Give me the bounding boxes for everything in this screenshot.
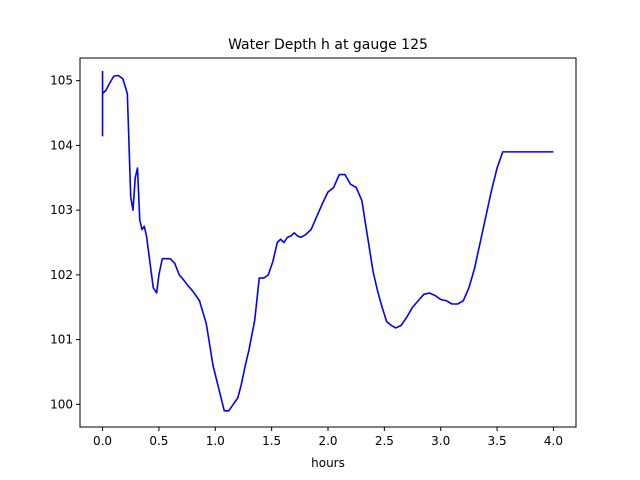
y-tick-label: 101 — [50, 333, 73, 347]
y-tick-label: 103 — [50, 203, 73, 217]
series-line-0 — [101, 70, 554, 412]
x-tick-label: 1.5 — [262, 434, 281, 448]
x-tick-label: 2.5 — [375, 434, 394, 448]
y-tick-label: 102 — [50, 268, 73, 282]
y-axis: 100 101 102 103 104 105 — [50, 74, 80, 411]
y-tick-label: 104 — [50, 138, 73, 152]
x-tick-label: 3.0 — [431, 434, 450, 448]
x-tick-label: 2.0 — [318, 434, 337, 448]
x-tick-label: 0.0 — [93, 434, 112, 448]
y-tick-label: 105 — [50, 74, 73, 88]
x-tick-label: 3.5 — [488, 434, 507, 448]
x-tick-label: 4.0 — [544, 434, 563, 448]
y-tick-label: 100 — [50, 397, 73, 411]
chart-title: Water Depth h at gauge 125 — [228, 37, 428, 53]
x-axis-label: hours — [311, 456, 345, 470]
x-tick-label: 1.0 — [206, 434, 225, 448]
series-layer — [101, 70, 554, 412]
x-tick-label: 0.5 — [149, 434, 168, 448]
x-axis: 0.0 0.5 1.0 1.5 2.0 2.5 3.0 3.5 4.0 — [93, 427, 563, 448]
plot-area-frame — [79, 57, 577, 428]
